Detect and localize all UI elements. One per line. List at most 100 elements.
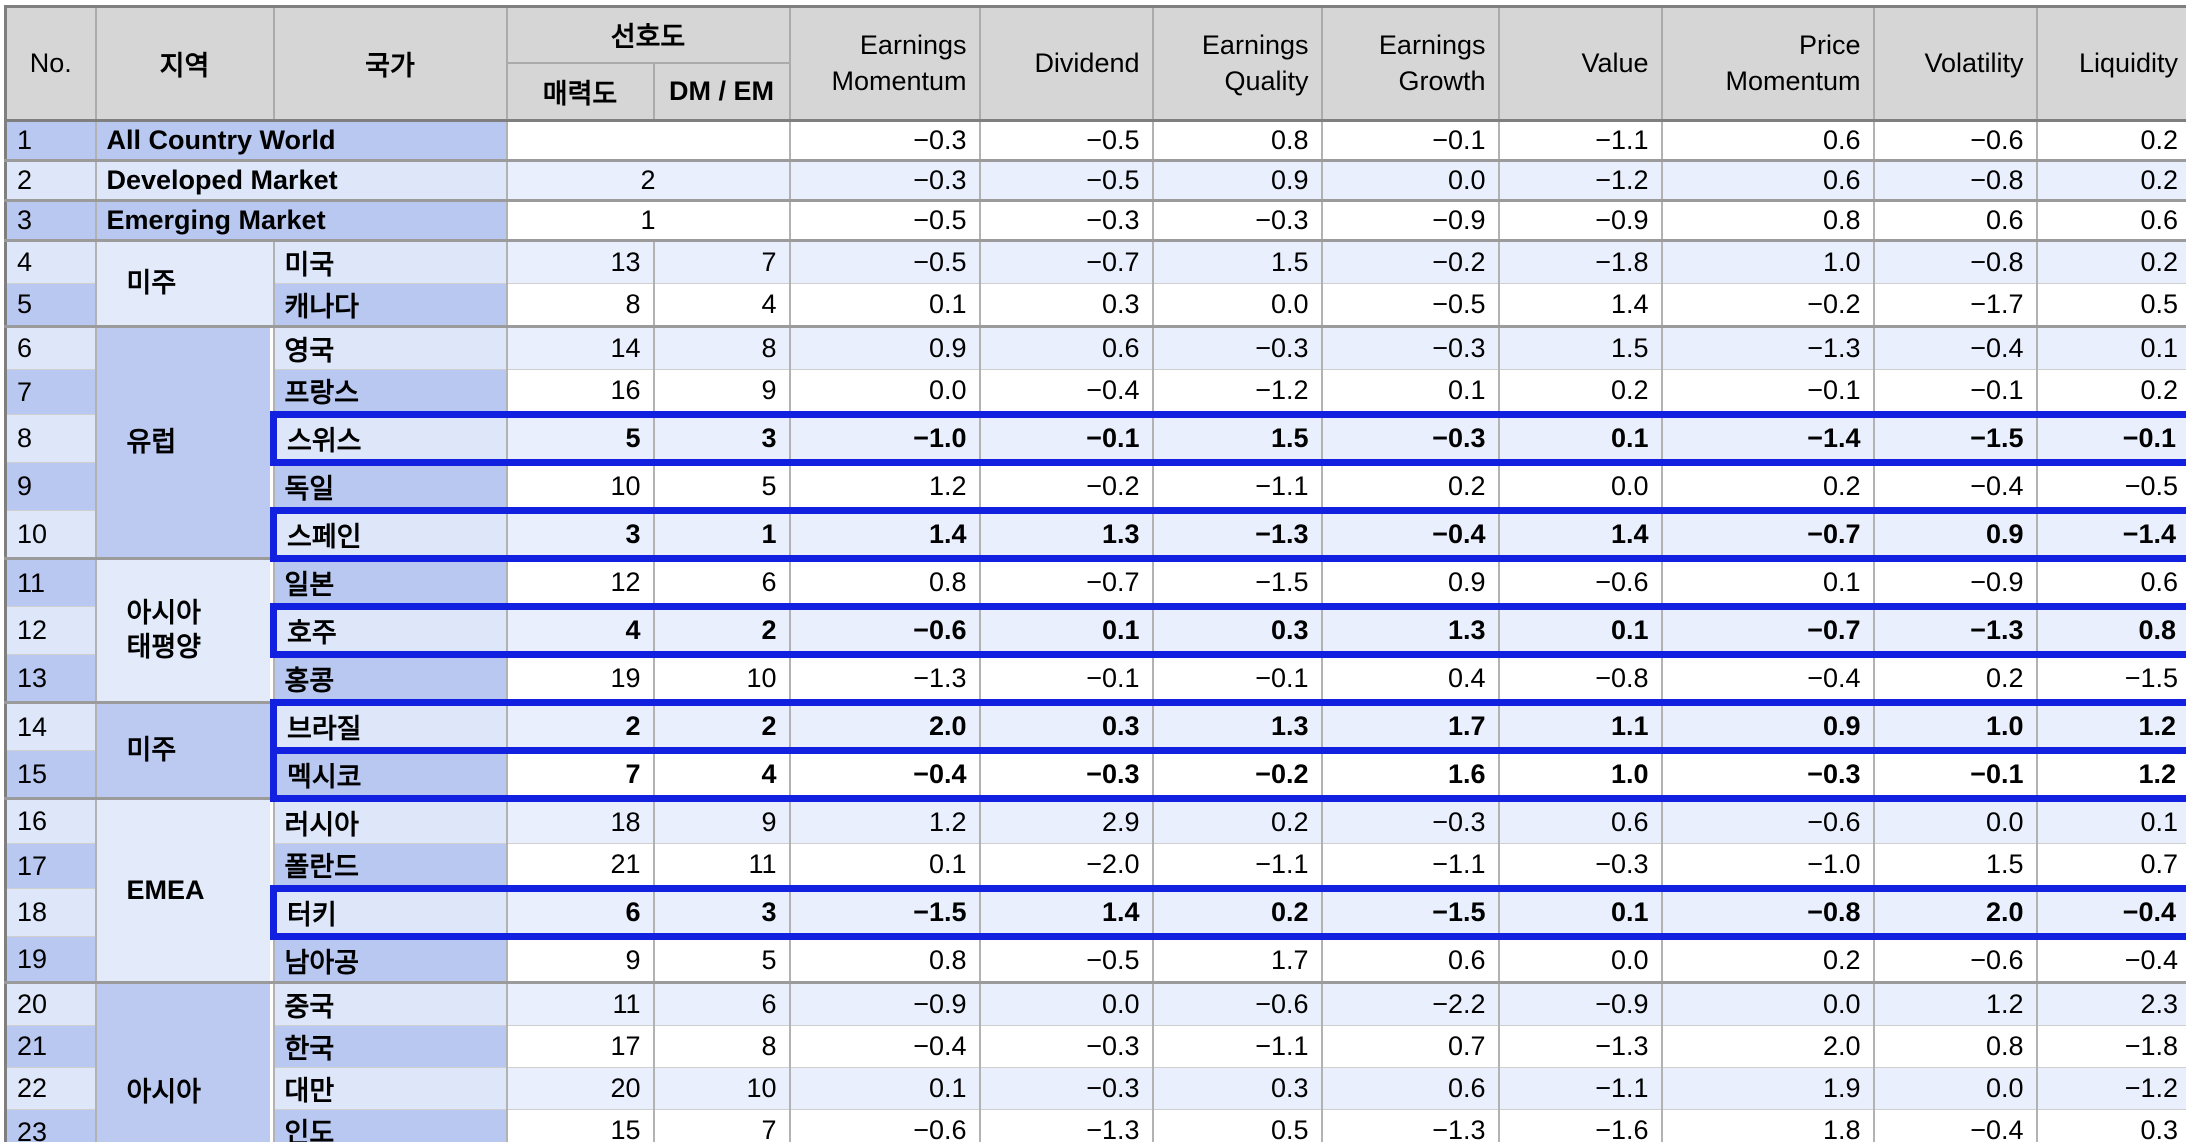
cell-factor: −0.3 <box>978 747 1154 802</box>
cell-factor: 0.1 <box>1497 603 1663 658</box>
cell-factor: −0.6 <box>1872 936 2038 983</box>
cell-attractiveness: 2 <box>505 699 655 754</box>
cell-factor: −1.5 <box>1872 411 2038 466</box>
cell-dm-em: 1 <box>652 507 791 562</box>
table-row: 11 아시아 태평양 일본 12 6 0.8 −0.7 −1.5 0.9 −0.6 0.1 −0.9 0… <box>4 557 2186 703</box>
cell-no: 1 <box>4 120 97 161</box>
cell-factor: 1.3 <box>1320 603 1500 658</box>
cell-factor: −0.5 <box>978 936 1154 983</box>
cell-factor: 0.8 <box>788 557 981 607</box>
cell-factor: 1.7 <box>1320 699 1500 754</box>
cell-factor: −0.4 <box>1320 507 1500 562</box>
cell-factor: 0.2 <box>2035 159 2186 201</box>
table-header: No. 지역 국가 선호도 Earnings Momentum Dividend… <box>4 5 2186 122</box>
cell-country: 일본 <box>272 557 508 607</box>
table-row: 21 한국 17 8 −0.4 −0.3 −1.1 0.7 −1.3 2.0 0.8 −1.8 <box>4 1025 2186 1068</box>
cell-dm-em: 5 <box>652 936 791 983</box>
cell-factor: 0.1 <box>1660 557 1875 607</box>
cell-factor: −0.3 <box>978 1067 1154 1110</box>
cell-no: 12 <box>4 606 97 655</box>
cell-no: 22 <box>4 1067 97 1110</box>
cell-no: 10 <box>4 510 97 559</box>
cell-factor: −0.6 <box>1151 981 1323 1026</box>
cell-factor: −0.1 <box>1872 369 2038 415</box>
cell-factor: −0.1 <box>978 411 1154 466</box>
table-row: 16 EMEA 러시아 18 9 1.2 2.9 0.2 −0.3 0.6 −0.6 0.0 0.1 <box>4 797 2186 983</box>
cell-factor: 2.9 <box>978 797 1154 844</box>
cell-factor: 1.2 <box>788 462 981 511</box>
cell-factor: 1.8 <box>1660 1109 1875 1142</box>
col-header-country: 국가 <box>272 5 508 122</box>
cell-attractiveness: 12 <box>505 557 655 607</box>
cell-factor: 0.9 <box>1320 557 1500 607</box>
col-header-preference: 선호도 <box>505 5 791 64</box>
cell-dm-em: 10 <box>652 654 791 703</box>
cell-factor: −1.3 <box>1660 325 1875 370</box>
cell-attractiveness: 21 <box>505 843 655 889</box>
table-row: 22 대만 20 10 0.1 −0.3 0.3 0.6 −1.1 1.9 0.0 −1.2 <box>4 1067 2186 1110</box>
cell-no: 20 <box>4 981 97 1026</box>
cell-factor: −1.4 <box>1660 411 1875 466</box>
cell-country: 영국 <box>272 325 508 370</box>
cell-group-name: Developed Market <box>94 159 508 201</box>
cell-factor: 0.6 <box>2035 199 2186 241</box>
cell-factor: −1.1 <box>1497 1067 1663 1110</box>
cell-factor: −0.3 <box>788 120 981 161</box>
cell-factor: −0.9 <box>1872 557 2038 607</box>
cell-dm-em: 5 <box>652 462 791 511</box>
table-row: 19 남아공 9 5 0.8 −0.5 1.7 0.6 0.0 0.2 −0.6 −0.4 <box>4 936 2186 983</box>
header-row-sub: 매력도 DM / EM <box>6 61 2186 122</box>
cell-factor: −1.3 <box>788 654 981 703</box>
cell-preference-merged <box>505 120 791 161</box>
cell-factor: −0.1 <box>2035 411 2186 466</box>
cell-factor: −1.3 <box>1497 1025 1663 1068</box>
cell-factor: 0.2 <box>1497 369 1663 415</box>
cell-factor: 0.6 <box>1497 797 1663 844</box>
cell-factor: −0.3 <box>1151 199 1323 241</box>
cell-group-name: Emerging Market <box>94 199 508 241</box>
cell-factor: 0.6 <box>1660 159 1875 201</box>
cell-factor: −1.5 <box>1151 557 1323 607</box>
cell-country: 스페인 <box>270 507 508 562</box>
cell-region: 아시아 <box>94 981 275 1142</box>
cell-factor: −0.2 <box>1151 747 1323 802</box>
cell-dm-em: 9 <box>652 797 791 844</box>
cell-factor: 0.1 <box>1497 411 1663 466</box>
cell-factor: −0.4 <box>1872 1109 2038 1142</box>
cell-region: 미주 <box>94 701 275 799</box>
cell-factor: −0.7 <box>1660 507 1875 562</box>
cell-dm-em: 8 <box>652 1025 791 1068</box>
cell-attractiveness: 7 <box>505 747 655 802</box>
table-row: 6 유럽 영국 14 8 0.9 0.6 −0.3 −0.3 1.5 −1.3 −0.4 0.1 <box>4 325 2186 559</box>
cell-country: 스위스 <box>270 411 508 466</box>
cell-factor: 1.6 <box>1320 747 1500 802</box>
cell-country: 폴란드 <box>272 843 508 889</box>
col-header-attractiveness: 매력도 <box>505 61 655 122</box>
cell-preference-merged: 1 <box>505 199 791 241</box>
table-row: 20 아시아 중국 11 6 −0.9 0.0 −0.6 −2.2 −0.9 0.0 1.2 2.3 <box>4 981 2186 1142</box>
cell-factor: −0.4 <box>1660 654 1875 703</box>
cell-country: 호주 <box>270 603 508 658</box>
cell-factor: 1.7 <box>1151 936 1323 983</box>
cell-factor: 0.3 <box>1151 1067 1323 1110</box>
cell-factor: 0.0 <box>1151 283 1323 327</box>
cell-factor: 0.0 <box>1872 1067 2038 1110</box>
cell-factor: 0.1 <box>1320 369 1500 415</box>
col-header-liquidity: Liquidity <box>2035 5 2186 122</box>
cell-factor: −0.5 <box>788 239 981 284</box>
col-header-earnings-growth: Earnings Growth <box>1320 5 1500 122</box>
cell-region: 미주 <box>94 239 275 327</box>
table-row: 17 폴란드 21 11 0.1 −2.0 −1.1 −1.1 −0.3 −1.0 1.5 0.7 <box>4 843 2186 889</box>
cell-country: 캐나다 <box>272 283 508 327</box>
cell-factor: 0.2 <box>1660 462 1875 511</box>
cell-factor: −0.4 <box>1872 462 2038 511</box>
cell-factor: −0.6 <box>1660 797 1875 844</box>
cell-factor: −0.7 <box>978 557 1154 607</box>
cell-no: 14 <box>4 701 97 751</box>
table-row: 10 스페인 3 1 1.4 1.3 −1.3 −0.4 1.4 −0.7 0.9 −1.4 <box>4 507 2186 562</box>
cell-factor: 1.1 <box>1497 699 1663 754</box>
cell-factor: −0.9 <box>1497 981 1663 1026</box>
cell-factor: −1.7 <box>1872 283 2038 327</box>
cell-factor: −0.2 <box>1320 239 1500 284</box>
